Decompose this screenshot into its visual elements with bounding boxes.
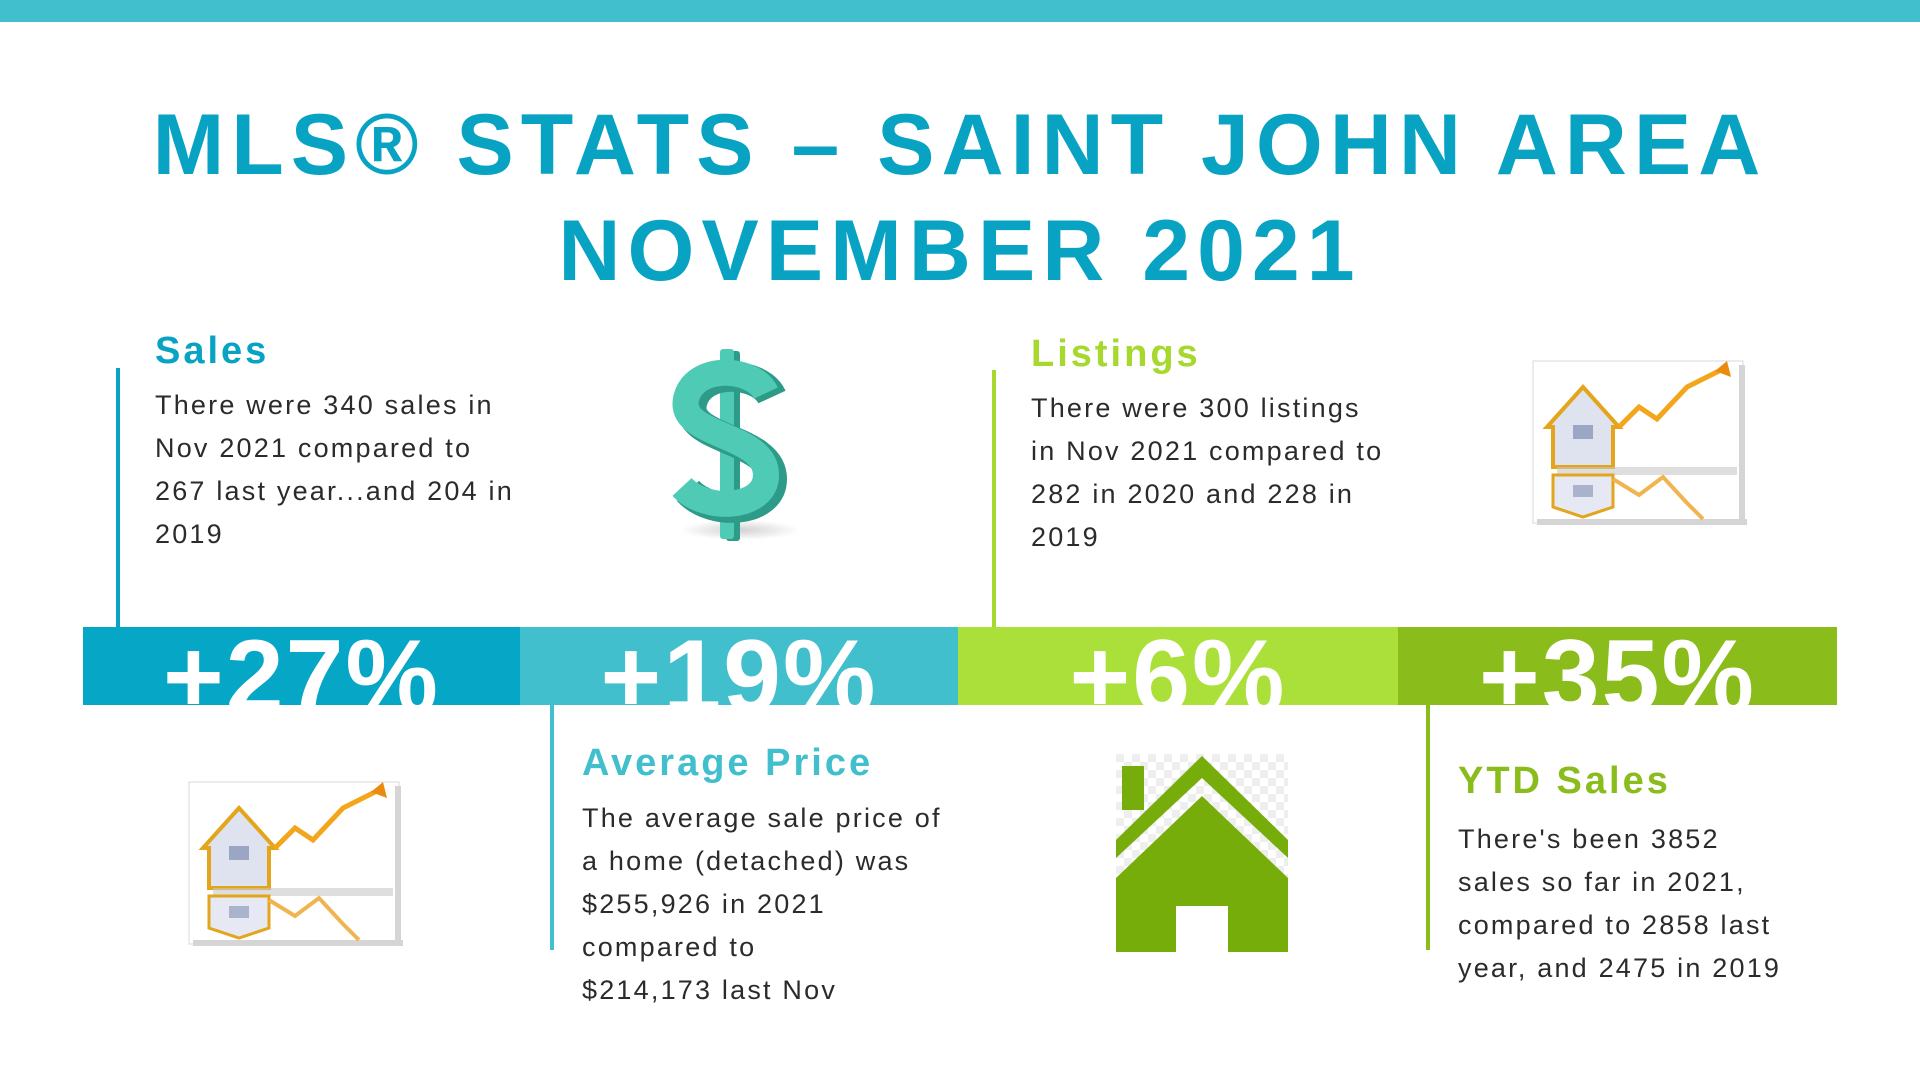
average-price-heading: Average Price xyxy=(582,742,874,784)
top-accent-bar xyxy=(0,0,1920,22)
title-line-2: NOVEMBER 2021 xyxy=(558,203,1362,299)
dollar-sign-icon xyxy=(660,345,810,545)
stat-band-ytd-sales: +35% xyxy=(1398,627,1837,705)
title-line-1: MLS® STATS – SAINT JOHN AREA xyxy=(152,97,1768,193)
ytd-sales-text: There's been 3852 sales so far in 2021, … xyxy=(1458,824,1782,983)
sales-text: There were 340 sales in Nov 2021 compare… xyxy=(155,390,514,549)
sales-divider xyxy=(116,368,120,628)
listings-divider xyxy=(992,370,996,628)
sales-heading: Sales xyxy=(155,330,270,372)
stat-band-sales: +27% xyxy=(83,627,520,705)
ytd-sales-heading: YTD Sales xyxy=(1458,760,1671,802)
listings-text: There were 300 listings in Nov 2021 comp… xyxy=(1031,393,1384,552)
average-price-text: The average sale price of a home (detach… xyxy=(582,803,942,1005)
house-icon xyxy=(1116,754,1288,952)
page-title: MLS® STATS – SAINT JOHN AREA NOVEMBER 20… xyxy=(0,92,1920,304)
sales-change-value: +27% xyxy=(163,627,440,705)
ytd-sales-divider xyxy=(1426,705,1430,950)
listings-change-value: +6% xyxy=(1069,627,1287,705)
house-growth-chart-icon xyxy=(1527,357,1747,527)
stat-band-average-price: +19% xyxy=(520,627,958,705)
stat-band-listings: +6% xyxy=(958,627,1398,705)
house-growth-chart-icon xyxy=(183,778,403,948)
ytd-sales-change-value: +35% xyxy=(1479,627,1756,705)
listings-heading: Listings xyxy=(1031,333,1201,375)
average-price-divider xyxy=(550,705,554,950)
average-price-change-value: +19% xyxy=(600,627,878,705)
